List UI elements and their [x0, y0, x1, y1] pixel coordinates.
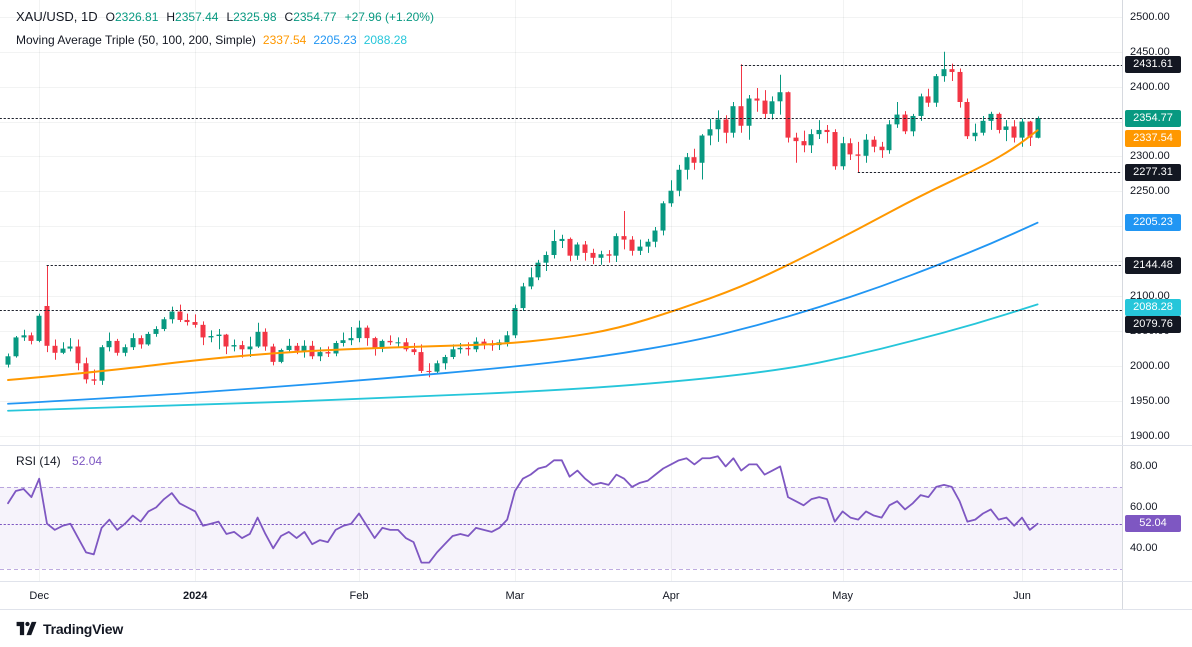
price-axis-badge: 2277.31: [1125, 163, 1181, 181]
rsi-legend-row[interactable]: RSI (14) 52.04: [16, 454, 102, 468]
ohlc-token-c: C2354.77: [284, 10, 337, 24]
price-axis-label: 2000.00: [1130, 360, 1170, 373]
price-axis-badge: 2144.48: [1125, 256, 1181, 274]
tradingview-brand-text: TradingView: [43, 620, 124, 637]
rsi-value-badge: 52.04: [1125, 515, 1181, 533]
footer: TradingView: [0, 610, 1192, 647]
price-axis-label: 2500.00: [1130, 10, 1170, 23]
ma-value-3: 2088.28: [363, 33, 408, 47]
price-axis-label: 2450.00: [1130, 45, 1170, 58]
ohlc-token-l: L2325.98: [226, 10, 277, 24]
rsi-chart-canvas[interactable]: [0, 446, 1122, 581]
symbol-legend-row[interactable]: XAU/USD, 1D O2326.81 H2357.44 L2325.98 C235…: [16, 8, 434, 26]
time-axis-label: Feb: [349, 590, 369, 602]
time-axis-label: Dec: [29, 590, 49, 602]
change-value: +27.96 (+1.20%): [344, 10, 434, 24]
symbol-title[interactable]: XAU/USD, 1D: [16, 9, 98, 24]
ohlc-token-o: O2326.81: [105, 10, 159, 24]
axis-corner: [1122, 582, 1192, 609]
rsi-value: 52.04: [72, 454, 103, 468]
price-axis-badge: 2354.77: [1125, 109, 1181, 127]
rsi-pane: RSI (14) 52.04 80.00 60.00 40.00 52.04: [0, 446, 1192, 582]
price-axis[interactable]: 2500.00 2450.00 2400.00 2300.00 2250.00 2100.…: [1122, 0, 1192, 445]
rsi-axis-label: 40.00: [1130, 542, 1158, 555]
time-axis-label: Mar: [505, 590, 525, 602]
time-axis-label: Apr: [662, 590, 680, 602]
price-axis-label: 1900.00: [1130, 429, 1170, 442]
price-axis-badge: 2205.23: [1125, 214, 1181, 232]
ma-value-2: 2205.23: [313, 33, 357, 47]
price-axis-label: 1950.00: [1130, 394, 1170, 407]
main-chart-canvas[interactable]: [0, 0, 1122, 445]
ohlc-token-h: H2357.44: [166, 10, 219, 24]
ohlc-values: O2326.81 H2357.44 L2325.98 C2354.77: [98, 8, 337, 26]
price-axis-label: 2300.00: [1130, 150, 1170, 163]
tradingview-logo-icon: [16, 621, 37, 636]
price-axis-badge: 2431.61: [1125, 56, 1181, 74]
rsi-axis-label: 60.00: [1130, 501, 1158, 514]
tradingview-logo-link[interactable]: TradingView: [16, 620, 123, 637]
chart-legend: XAU/USD, 1D O2326.81 H2357.44 L2325.98 C235…: [16, 8, 434, 49]
rsi-axis-label: 80.00: [1130, 460, 1158, 473]
ma-values: 2337.54 2205.23 2088.28: [256, 31, 407, 49]
time-axis-label: May: [832, 590, 853, 602]
time-axis[interactable]: Dec 2024 Feb Mar Apr May Jun: [0, 582, 1192, 610]
ma-legend-row[interactable]: Moving Average Triple (50, 100, 200, Sim…: [16, 31, 434, 49]
price-axis-badge: 2088.28: [1125, 298, 1181, 316]
price-axis-label: 2400.00: [1130, 80, 1170, 93]
price-pane: XAU/USD, 1D O2326.81 H2357.44 L2325.98 C235…: [0, 0, 1192, 446]
ma-indicator-title[interactable]: Moving Average Triple (50, 100, 200, Sim…: [16, 33, 256, 47]
price-axis-label: 2250.00: [1130, 185, 1170, 198]
time-axis-label: Jun: [1013, 590, 1031, 602]
rsi-title[interactable]: RSI (14): [16, 454, 61, 468]
rsi-axis[interactable]: 80.00 60.00 40.00 52.04: [1122, 446, 1192, 581]
price-axis-badge: 2337.54: [1125, 129, 1181, 147]
ma-value-1: 2337.54: [262, 33, 307, 47]
time-axis-label: 2024: [182, 590, 208, 602]
price-axis-badge: 2079.76: [1125, 315, 1181, 333]
